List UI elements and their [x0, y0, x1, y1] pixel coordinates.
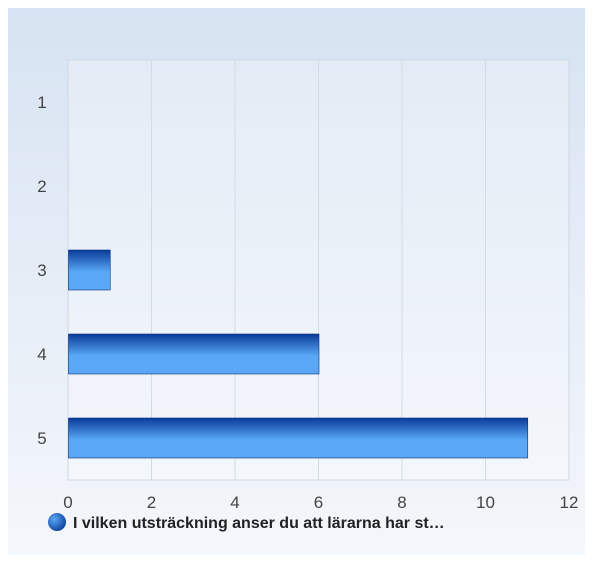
legend-marker-icon	[48, 513, 66, 531]
x-tick-labels: 0 2 4 6 8 10 12	[63, 493, 578, 512]
y-tick-labels: 1 2 3 4 5	[37, 93, 46, 448]
gridlines	[151, 60, 486, 480]
x-tick-label: 0	[63, 493, 72, 512]
x-tick-label: 2	[147, 493, 156, 512]
y-tick-label: 5	[37, 429, 46, 448]
y-tick-label: 3	[37, 261, 46, 280]
y-tick-label: 4	[37, 345, 46, 364]
x-tick-label: 12	[560, 493, 579, 512]
bar	[68, 249, 111, 291]
legend-label: I vilken utsträckning anser du att lärar…	[73, 515, 445, 532]
bar	[68, 417, 529, 459]
y-tick-label: 2	[37, 177, 46, 196]
bars	[68, 249, 529, 459]
x-tick-label: 6	[314, 493, 323, 512]
x-tick-label: 8	[397, 493, 406, 512]
x-tick-label: 4	[230, 493, 239, 512]
legend: I vilken utsträckning anser du att lärar…	[48, 513, 445, 532]
y-tick-label: 1	[37, 93, 46, 112]
x-tick-label: 10	[476, 493, 495, 512]
bar	[68, 333, 320, 375]
